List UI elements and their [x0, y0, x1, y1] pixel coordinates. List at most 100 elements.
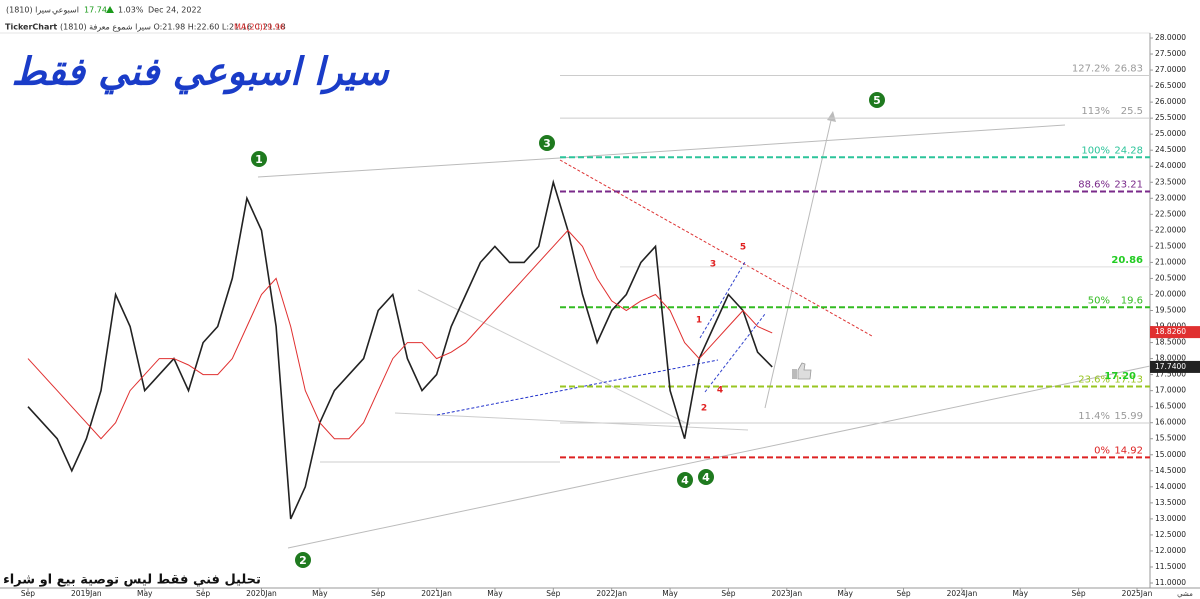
level-value: 15.99 [1114, 411, 1143, 422]
wave-label: 1 [255, 153, 263, 166]
y-tick-label: 16.5000 [1155, 402, 1186, 411]
y-tick-label: 22.5000 [1155, 209, 1186, 218]
y-tick-label: 13.0000 [1155, 514, 1186, 523]
change: 1.03% [118, 6, 144, 15]
ma-name: MA(20) [234, 23, 263, 32]
level-name: 100% [1081, 145, 1110, 156]
x-tick-label: 2022Jan [596, 589, 627, 598]
wave-marker [677, 472, 693, 488]
y-tick-label: 23.5000 [1155, 177, 1186, 186]
x-tick-label: Sep [1072, 589, 1086, 598]
date: Dec 24, 2022 [148, 6, 202, 15]
y-tick-label: 14.5000 [1155, 466, 1186, 475]
blue-trendline [436, 359, 719, 416]
x-tick-label: May [837, 589, 853, 598]
y-tick-label: 24.0000 [1155, 161, 1186, 170]
y-tick-label: 22.0000 [1155, 225, 1186, 234]
x-tick-label: May [137, 589, 153, 598]
y-tick-label: 21.5000 [1155, 241, 1186, 250]
x-tick-label: 2021Jan [421, 589, 452, 598]
x-tick-label: Sep [196, 589, 210, 598]
wave-label: 4 [702, 471, 710, 484]
level-value: 23.21 [1114, 180, 1143, 191]
y-tick-label: 27.5000 [1155, 49, 1186, 58]
wave-label: 5 [873, 94, 881, 107]
x-tick-label: May [662, 589, 678, 598]
y-tick-label: 28.0000 [1155, 33, 1186, 42]
y-tick-label: 11.0000 [1155, 578, 1186, 587]
level-value: 25.5 [1121, 106, 1143, 117]
y-tick-label: 19.0000 [1155, 322, 1186, 331]
level-value: 14.92 [1114, 445, 1143, 456]
brand: TickerChart [5, 23, 57, 32]
ohlc: سيرا شموع معرفة (1810) O:21.98 H:22.60 L… [60, 23, 286, 32]
price-tag-label: 17.7400 [1155, 362, 1186, 371]
level-name: 113% [1081, 106, 1110, 117]
y-tick-label: 25.0000 [1155, 129, 1186, 138]
y-tick-label: 20.0000 [1155, 289, 1186, 298]
wave-marker [295, 552, 311, 568]
lower-trendline [287, 364, 1156, 549]
x-tick-label: 2024Jan [947, 589, 978, 598]
y-tick-label: 12.5000 [1155, 530, 1186, 539]
price-tag [1150, 326, 1200, 339]
ma-value: 19.96 [262, 23, 285, 32]
level-value: 26.83 [1114, 64, 1143, 75]
period: اسبوعي [52, 6, 79, 15]
x-tick-label: Sep [721, 589, 735, 598]
price-tag [1150, 360, 1200, 373]
sub-wave-label: 3 [710, 260, 716, 270]
last-price: 17.74 [84, 6, 107, 15]
x-tick-label: Sep [546, 589, 560, 598]
channel-line [704, 313, 766, 393]
y-tick-label: 20.5000 [1155, 273, 1186, 282]
wave-marker [869, 92, 885, 108]
y-tick-label: 15.0000 [1155, 450, 1186, 459]
trendlines [257, 111, 1156, 549]
x-tick-label: May [1013, 589, 1029, 598]
x-tick-label: 2019Jan [71, 589, 102, 598]
y-tick-label: 12.0000 [1155, 546, 1186, 555]
y-tick-label: 27.0000 [1155, 65, 1186, 74]
level-value: 24.28 [1114, 145, 1143, 156]
x-tick-label: May [487, 589, 503, 598]
wave-marker [698, 469, 714, 485]
thumbs-up [792, 362, 812, 380]
chart-title: سيرا اسبوعي فني فقط [11, 49, 389, 95]
y-tick-label: 15.5000 [1155, 434, 1186, 443]
y-tick-label: 25.5000 [1155, 113, 1186, 122]
y-tick-label: 17.5000 [1155, 370, 1186, 379]
price-line [27, 179, 773, 520]
corner-label: مشي [1177, 590, 1193, 598]
price-tag-label: 18.8260 [1155, 327, 1186, 336]
level-name: 0% [1094, 445, 1110, 456]
wave-label: 4 [681, 474, 689, 487]
x-tick-label: 2023Jan [771, 589, 802, 598]
sub-wave-label: 4 [717, 386, 723, 396]
sub-wave-label: 2 [701, 404, 707, 414]
sub-wave-label: 1 [696, 316, 702, 326]
disclaimer: تحليل فني فقط ليس توصية بيع او شراء [3, 573, 261, 588]
wave-marker [251, 151, 267, 167]
y-tick-label: 26.0000 [1155, 97, 1186, 106]
wave-label: 3 [543, 137, 551, 150]
y-tick-label: 11.5000 [1155, 562, 1186, 571]
level-name: 50% [1088, 295, 1110, 306]
level-name: 23.6% [1078, 374, 1110, 385]
arrow-head [827, 111, 836, 122]
level-value: 17.13 [1114, 374, 1143, 385]
wave-label: 2 [299, 554, 307, 567]
x-tick-label: 2020Jan [246, 589, 277, 598]
y-tick-label: 13.5000 [1155, 498, 1186, 507]
y-tick-label: 23.0000 [1155, 193, 1186, 202]
y-tick-label: 17.0000 [1155, 386, 1186, 395]
price-line [27, 229, 773, 440]
sub-wave-label: 5 [740, 243, 746, 253]
y-tick-label: 14.0000 [1155, 482, 1186, 491]
y-tick-label: 24.5000 [1155, 145, 1186, 154]
level-value: 19.6 [1121, 295, 1143, 306]
trendline [417, 289, 691, 426]
wave-marker [539, 135, 555, 151]
